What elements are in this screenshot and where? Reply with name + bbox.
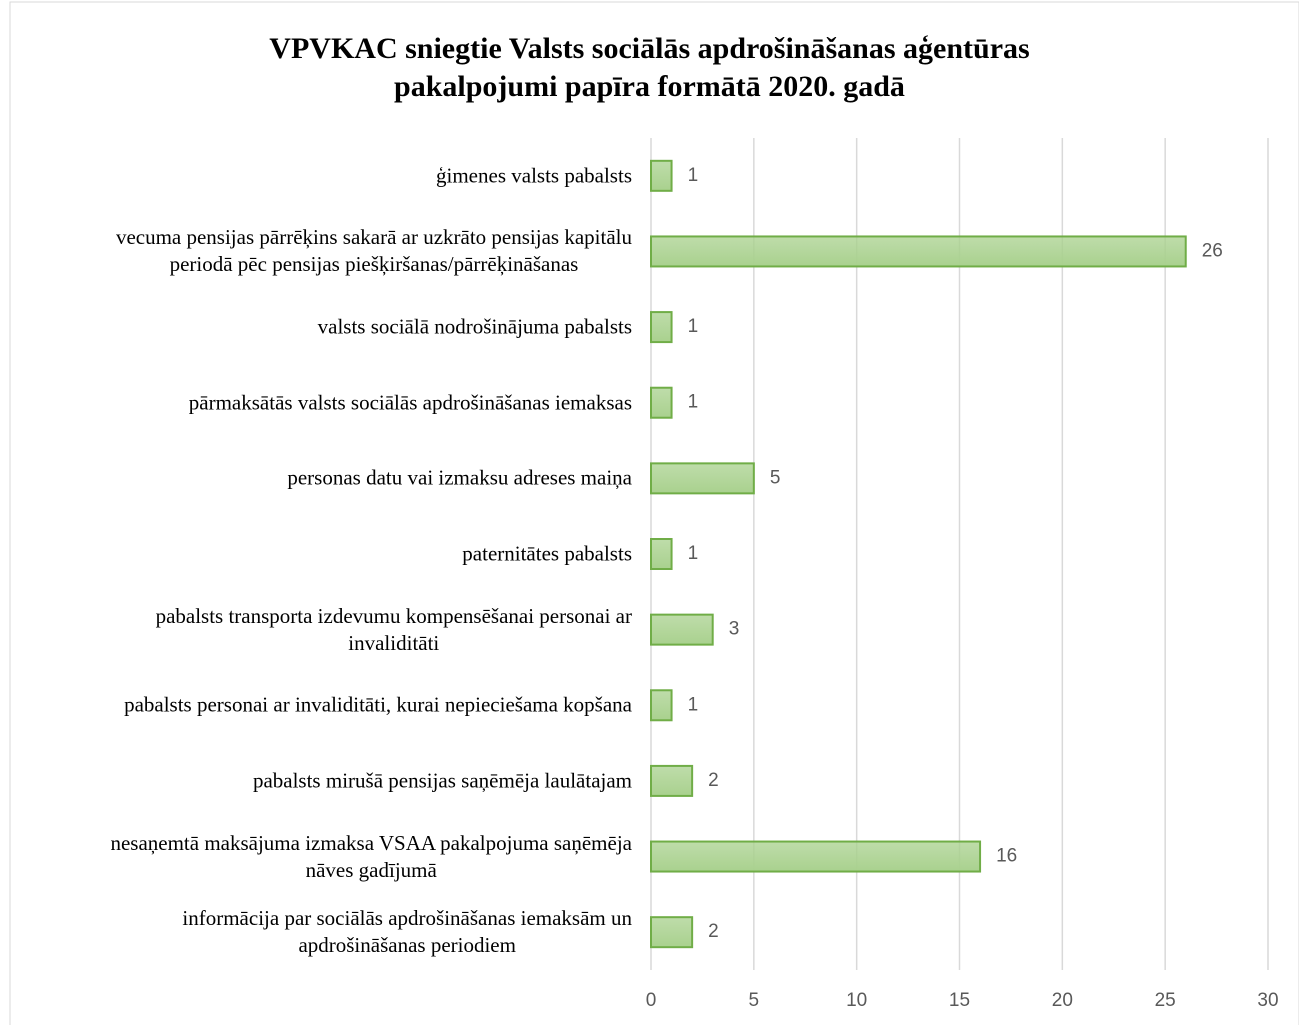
y-tick-label: ģimenes valsts pabalsts [436, 163, 632, 188]
bar [650, 689, 673, 722]
y-tick-label: valsts sociālā nodrošinājuma pabalsts [317, 314, 632, 339]
y-tick-label: vecuma pensijas pārrēķins sakarā ar uzkr… [115, 225, 632, 277]
data-label: 1 [688, 165, 699, 186]
x-tick-label: 30 [1257, 990, 1278, 1011]
category-label-box: valsts sociālā nodrošinājuma pabalsts [14, 314, 632, 341]
bar [650, 311, 673, 344]
data-label: 1 [688, 543, 699, 564]
y-tick-label: paternitātes pabalsts [462, 541, 632, 566]
bar [650, 386, 673, 419]
data-label: 1 [688, 392, 699, 413]
x-tick-label: 10 [846, 990, 867, 1011]
y-tick-label: pabalsts personai ar invaliditāti, kurai… [124, 692, 632, 717]
category-label-box: pabalsts personai ar invaliditāti, kurai… [14, 692, 632, 719]
x-tick-label: 25 [1155, 990, 1176, 1011]
x-tick-label: 15 [949, 990, 970, 1011]
bar [650, 462, 755, 495]
category-label-box: pabalsts mirušā pensijas saņēmēja laulāt… [14, 767, 632, 794]
bar [650, 159, 673, 192]
category-label-box: informācija par sociālās apdrošināšanas … [14, 905, 632, 959]
category-label-box: ģimenes valsts pabalsts [14, 162, 632, 189]
x-tick-label: 5 [749, 990, 760, 1011]
y-tick-label: personas datu vai izmaksu adreses maiņa [287, 465, 632, 490]
bar [650, 764, 694, 797]
chart-title: VPVKAC sniegtie Valsts sociālās apdrošin… [269, 32, 1030, 103]
chart-border [9, 1, 1299, 1025]
category-label-box: paternitātes pabalsts [14, 541, 632, 568]
category-label-box: pārmaksātās valsts sociālās apdrošināšan… [14, 389, 632, 416]
category-label-box: nesaņemtā maksājuma izmaksa VSAA pakalpo… [14, 830, 632, 884]
data-label: 5 [770, 467, 781, 488]
bar [650, 538, 673, 570]
y-tick-label: nesaņemtā maksājuma izmaksa VSAA pakalpo… [110, 830, 632, 882]
data-label: 16 [996, 846, 1017, 867]
bar [650, 235, 1187, 268]
y-tick-label: pārmaksātās valsts sociālās apdrošināšan… [188, 390, 632, 415]
y-tick-label: pabalsts mirušā pensijas saņēmēja laulāt… [252, 768, 632, 793]
bar [650, 916, 694, 949]
data-label: 1 [688, 316, 699, 337]
data-label: 3 [729, 619, 740, 640]
x-tick-label: 20 [1052, 990, 1073, 1011]
data-label: 26 [1202, 240, 1223, 261]
bar [650, 840, 982, 873]
data-label: 2 [708, 921, 719, 942]
data-label: 1 [688, 694, 699, 715]
bar [650, 613, 714, 646]
data-label: 2 [708, 770, 719, 791]
x-tick-label: 0 [646, 990, 657, 1011]
category-label-box: vecuma pensijas pārrēķins sakarā ar uzkr… [14, 224, 632, 278]
y-tick-label: pabalsts transporta izdevumu kompensēšan… [155, 603, 632, 655]
category-label-box: pabalsts transporta izdevumu kompensēšan… [14, 603, 632, 657]
category-label-box: personas datu vai izmaksu adreses maiņa [14, 465, 632, 492]
y-tick-label: informācija par sociālās apdrošināšanas … [182, 906, 632, 958]
